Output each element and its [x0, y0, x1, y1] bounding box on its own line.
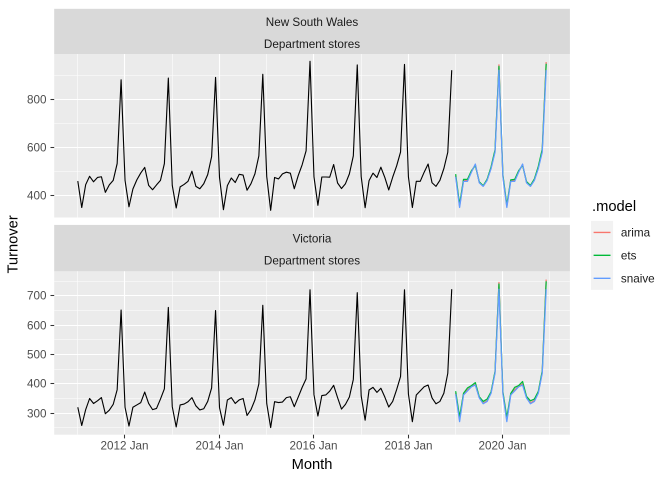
svg-text:.model: .model [592, 199, 636, 215]
svg-text:600: 600 [27, 142, 47, 155]
svg-text:800: 800 [27, 94, 47, 107]
svg-text:2020 Jan: 2020 Jan [478, 440, 526, 453]
svg-text:500: 500 [27, 349, 47, 362]
svg-text:2016 Jan: 2016 Jan [289, 440, 337, 453]
svg-text:snaive: snaive [621, 273, 655, 286]
svg-text:Victoria: Victoria [293, 232, 332, 245]
svg-text:2012 Jan: 2012 Jan [100, 440, 148, 453]
svg-text:2018 Jan: 2018 Jan [384, 440, 432, 453]
svg-text:Turnover: Turnover [6, 215, 22, 273]
svg-text:400: 400 [27, 190, 47, 203]
svg-text:300: 300 [27, 408, 47, 421]
svg-text:arima: arima [621, 227, 651, 240]
svg-text:ets: ets [621, 250, 637, 263]
svg-text:400: 400 [27, 378, 47, 391]
svg-text:New South Wales: New South Wales [266, 16, 359, 29]
svg-text:Month: Month [292, 457, 333, 473]
svg-text:Department stores: Department stores [264, 38, 360, 51]
svg-text:600: 600 [27, 320, 47, 333]
svg-text:700: 700 [27, 290, 47, 303]
svg-text:2014 Jan: 2014 Jan [195, 440, 243, 453]
svg-text:Department stores: Department stores [264, 254, 360, 267]
